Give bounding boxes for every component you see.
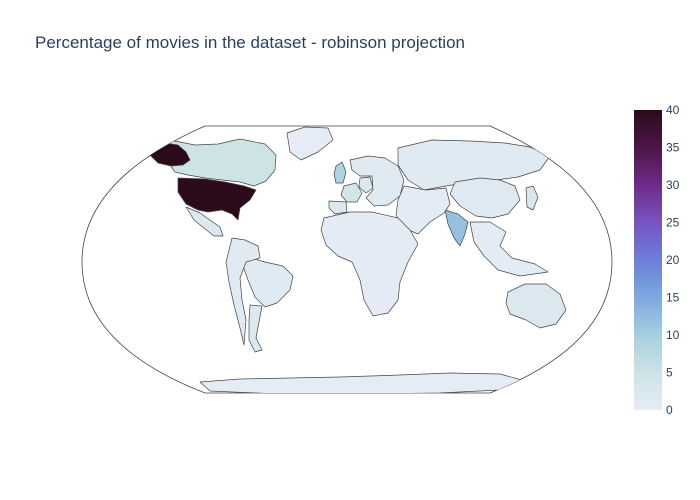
colorbar-tick-label: 20 <box>666 253 680 267</box>
country-france[interactable] <box>340 182 363 203</box>
country-greenland[interactable] <box>286 126 334 161</box>
colorbar-tick-label: 40 <box>666 103 680 117</box>
country-russia[interactable] <box>397 139 551 191</box>
country-australia[interactable] <box>505 283 567 329</box>
country-united-states[interactable] <box>147 142 257 221</box>
country-south-america-other[interactable] <box>225 237 261 346</box>
colorbar-tick-label: 0 <box>666 403 673 417</box>
chart-title: Percentage of movies in the dataset - ro… <box>35 33 465 52</box>
country-united-kingdom[interactable] <box>333 161 347 184</box>
colorbar-tick-label: 5 <box>666 366 673 380</box>
country-africa[interactable] <box>320 211 419 317</box>
colorbar-tick-label: 15 <box>666 291 680 305</box>
country-europe-other[interactable] <box>349 155 405 207</box>
colorbar-tick-label: 10 <box>666 328 680 342</box>
colorbar <box>634 110 662 410</box>
colorbar-tick-label: 25 <box>666 216 680 230</box>
country-asia-other[interactable] <box>395 185 549 277</box>
country-mexico[interactable] <box>185 206 224 237</box>
colorbar-tick-label: 30 <box>666 178 680 192</box>
country-india[interactable] <box>444 209 469 247</box>
country-china[interactable] <box>449 177 521 219</box>
colorbar-tick-label: 35 <box>666 141 680 155</box>
country-spain[interactable] <box>328 200 348 215</box>
country-japan[interactable] <box>525 185 539 211</box>
country-canada[interactable] <box>154 138 277 187</box>
country-antarctica[interactable] <box>199 372 523 394</box>
country-argentina[interactable] <box>248 304 263 353</box>
country-brazil[interactable] <box>242 256 294 308</box>
country-germany[interactable] <box>358 176 374 194</box>
